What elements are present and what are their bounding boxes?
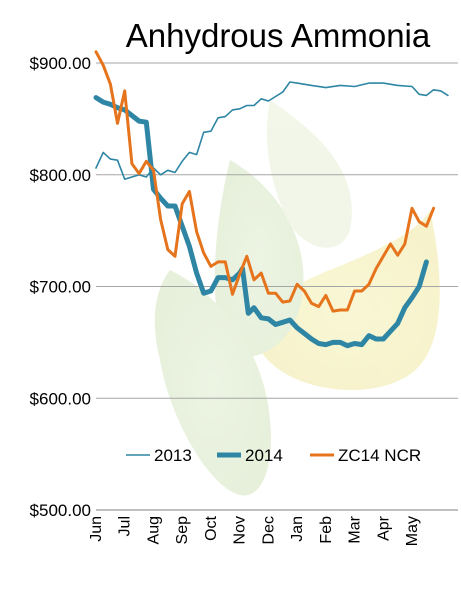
y-tick-label: $600.00 [30, 389, 91, 408]
gridlines [96, 62, 458, 399]
x-tick-label: Aug [145, 516, 162, 544]
legend-item: 2014 [217, 446, 283, 465]
series-zc14-ncr [94, 50, 436, 313]
x-tick-label: Feb [318, 516, 335, 544]
y-tick-label: $900.00 [30, 54, 91, 73]
legend-label: 2013 [154, 446, 192, 465]
legend-label: 2014 [245, 446, 283, 465]
x-tick-label: Mar [347, 515, 364, 543]
y-tick-label: $800.00 [30, 166, 91, 185]
x-tick-label: Dec [260, 516, 277, 544]
legend-item: ZC14 NCR [310, 446, 421, 465]
series-2013 [95, 81, 449, 180]
series-layer [93, 50, 449, 349]
y-axis-tick-labels: $500.00 $600.00 $700.00 $800.00 $900.00 [30, 54, 91, 520]
series-line [94, 50, 436, 313]
series-line [93, 95, 429, 349]
chart-title: Anhydrous Ammonia [126, 17, 431, 54]
x-tick-label: Jan [289, 516, 306, 542]
series-line [95, 81, 449, 180]
series-2014 [93, 95, 429, 349]
y-tick-label: $700.00 [30, 278, 91, 297]
x-tick-label: Apr [375, 515, 392, 541]
watermark-leaf-drop-graphic [154, 100, 440, 496]
x-tick-label: Sep [174, 516, 191, 545]
x-tick-label: Oct [203, 515, 220, 540]
legend: 2013 2014 ZC14 NCR [126, 446, 421, 465]
x-tick-label: May [404, 516, 421, 546]
x-tick-label: Jun [88, 516, 105, 542]
x-tick-label: Jul [117, 516, 134, 536]
x-tick-label: Nov [232, 516, 249, 544]
x-axis-tick-labels: Jun Jul Aug Sep Oct Nov Dec Jan Feb Mar Apr May [88, 515, 421, 546]
legend-item: 2013 [126, 446, 192, 465]
y-tick-label: $500.00 [30, 501, 91, 520]
legend-label: ZC14 NCR [338, 446, 421, 465]
